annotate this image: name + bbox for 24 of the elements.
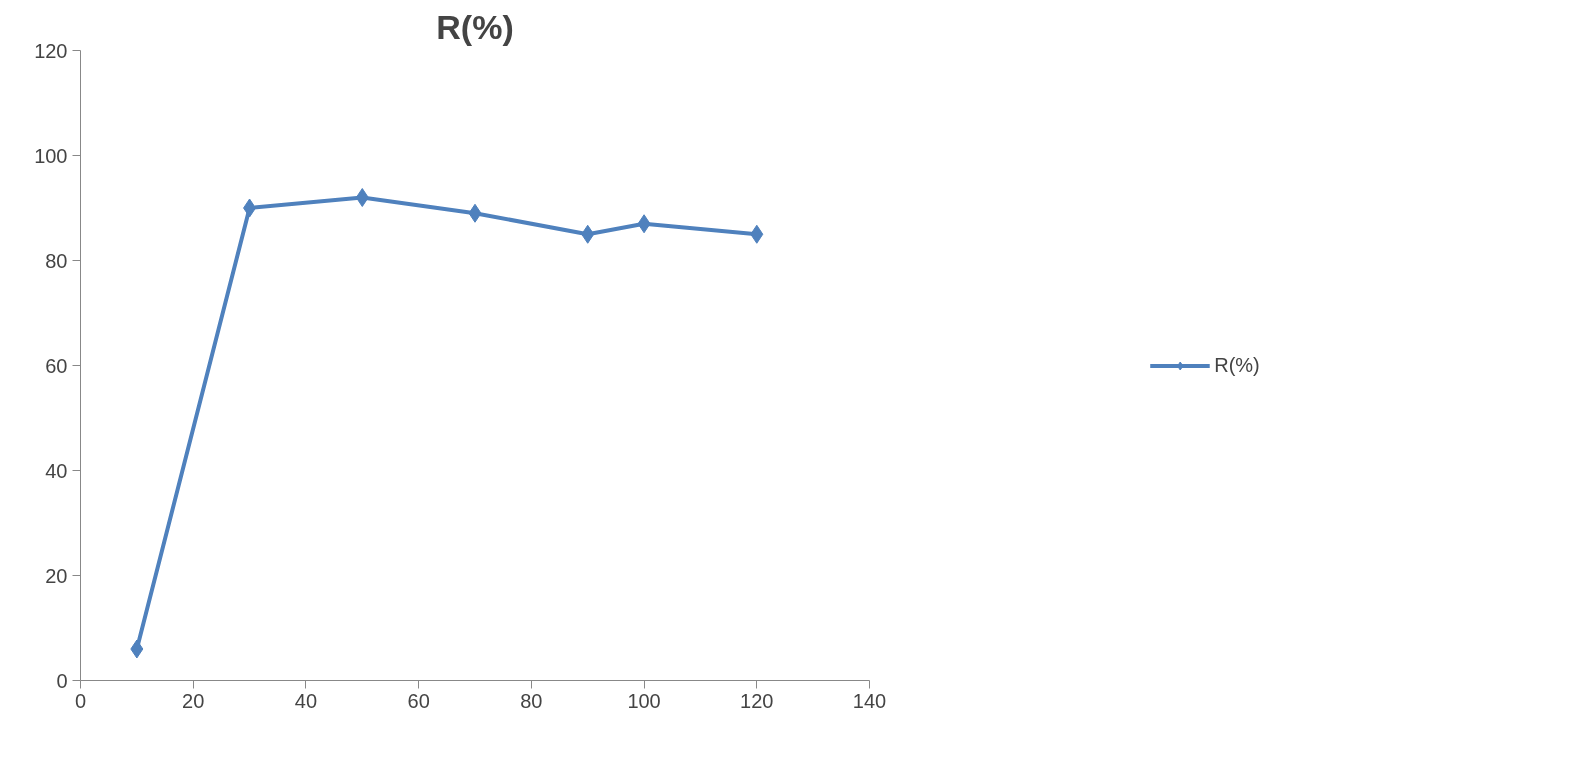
y-tick-label: 100: [34, 144, 68, 167]
x-tick-label: 140: [852, 689, 887, 712]
point: [750, 224, 764, 244]
y-tick-label: 0: [56, 669, 68, 692]
x-tick-label: 20: [182, 689, 205, 712]
point: [243, 198, 257, 218]
point: [581, 224, 595, 244]
point: [130, 639, 144, 659]
x-tick-label: 60: [407, 689, 430, 712]
legend-label: R(%): [1214, 353, 1260, 377]
x-tick-label: 120: [740, 689, 774, 712]
chart-title: R(%): [436, 7, 514, 46]
x-tick-label: 40: [294, 689, 318, 712]
x-tick-label: 80: [520, 689, 543, 712]
x-tick-label: 100: [627, 689, 661, 712]
y-tick-label: 20: [45, 564, 68, 587]
point: [468, 203, 482, 223]
point: [355, 188, 369, 207]
point: [637, 214, 651, 234]
y-tick-label: 60: [45, 354, 68, 377]
y-tick-label: 80: [45, 249, 68, 272]
y-tick-label: 40: [45, 459, 68, 482]
y-tick-label: 120: [34, 39, 68, 62]
x-tick-label: 0: [74, 689, 87, 712]
